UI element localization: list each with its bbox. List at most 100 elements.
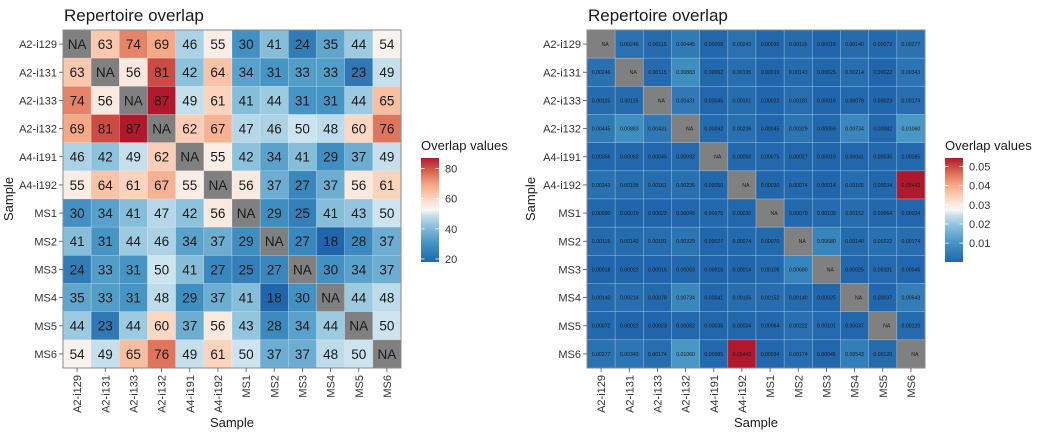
heatmap-cell — [344, 114, 374, 143]
heatmap-cell — [671, 226, 700, 256]
cell-value-label: 34 — [239, 65, 255, 80]
cell-value-label: 34 — [98, 206, 114, 221]
heatmap-cell — [62, 86, 92, 115]
cell-value-label: NA — [601, 42, 609, 48]
legend-title: Overlap values — [421, 138, 508, 153]
legend-tick-label: 80 — [445, 164, 457, 176]
heatmap-cell — [840, 226, 869, 256]
cell-value-label: 0.00045 — [676, 211, 695, 217]
heatmap-cell — [868, 142, 898, 172]
heatmap-cell — [372, 57, 402, 87]
cell-value-label: 41 — [126, 206, 141, 221]
x-tick-label: MS4 — [850, 375, 862, 398]
heatmap-cell — [119, 283, 148, 312]
cell-value-label: 0.00075 — [704, 211, 723, 217]
cell-value-label: 0.00058 — [592, 155, 611, 161]
heatmap-cell — [896, 114, 926, 143]
cell-value-label: 0.00035 — [873, 155, 892, 161]
cell-value-label: 0.00078 — [845, 98, 864, 104]
heatmap-cell — [175, 283, 205, 312]
heatmap-cell — [755, 226, 785, 256]
heatmap-cell — [783, 198, 813, 228]
cell-value-label: 0.00883 — [676, 70, 695, 76]
cell-value-label: 0.00243 — [733, 42, 752, 48]
heatmap-cell — [288, 57, 317, 87]
heatmap-cell — [812, 198, 841, 228]
heatmap-cell — [896, 198, 926, 228]
cell-value-label: 0.00045 — [817, 352, 836, 358]
heatmap-cell — [671, 29, 700, 59]
heatmap-cell — [62, 29, 92, 59]
cell-value-label: 0.00143 — [620, 239, 639, 245]
cell-value-label: 55 — [210, 37, 225, 52]
heatmap-cell — [840, 283, 869, 312]
heatmap-cell — [372, 255, 402, 284]
cell-value-label: 0.00329 — [676, 239, 695, 245]
cell-value-label: 0.00120 — [902, 324, 921, 330]
cell-value-label: 33 — [323, 65, 338, 80]
cell-value-label: 33 — [98, 262, 113, 277]
cell-value-label: 0.00161 — [648, 183, 667, 189]
heatmap-cell — [783, 170, 813, 200]
cell-value-label: 61 — [126, 178, 141, 193]
y-tick-label: A2-i133 — [543, 95, 581, 107]
cell-value-label: 42 — [182, 206, 197, 221]
heatmap-cell — [868, 311, 898, 341]
cell-value-label: 0.01060 — [902, 126, 921, 132]
x-tick-label: MS6 — [906, 375, 918, 398]
plot-frame — [586, 29, 926, 369]
cell-value-label: 27 — [295, 234, 310, 249]
cell-value-label: NA — [658, 98, 666, 104]
heatmap-cell — [344, 339, 374, 369]
cell-value-label: 42 — [98, 150, 113, 165]
heatmap-cell — [812, 114, 841, 143]
heatmap-cell — [812, 283, 841, 312]
y-tick-label: A2-i131 — [19, 67, 57, 79]
cell-value-label: 0.00045 — [761, 126, 780, 132]
heatmap-cell — [643, 29, 672, 59]
heatmap-cell — [868, 57, 898, 87]
cell-value-label: 35 — [323, 37, 338, 52]
heatmap-cell — [259, 283, 289, 312]
cell-value-label: 29 — [239, 234, 254, 249]
heatmap-cells: NA 63 74 69 46 55 30 41 24 35 44 54 63 NA 56 81 42 64 34 31… — [62, 29, 402, 369]
heatmap-cell — [316, 142, 345, 172]
x-axis-tick-labels: A2-i129 A2-i131 A2-i133 A2-i132 A4-i191 A4-i1… — [596, 368, 918, 413]
heatmap-cell — [699, 339, 729, 369]
cell-value-label: 41 — [239, 93, 254, 108]
cell-value-label: 65 — [379, 93, 394, 108]
heatmap-cell — [344, 283, 374, 312]
cell-value-label: NA — [630, 70, 638, 76]
cell-value-label: 0.00022 — [620, 324, 639, 330]
x-axis-title: Sample — [210, 415, 254, 430]
cell-value-label: 33 — [295, 65, 310, 80]
cell-value-label: 0.00883 — [620, 126, 639, 132]
cell-value-label: 0.00085 — [704, 352, 723, 358]
cell-value-label: 0.00072 — [592, 324, 611, 330]
heatmap-cell — [288, 198, 317, 228]
heatmap-cell — [175, 255, 205, 284]
heatmap-cell — [175, 339, 205, 369]
cell-value-label: 27 — [267, 262, 282, 277]
cell-value-label: 0.00195 — [733, 70, 752, 76]
cell-value-label: 64 — [98, 178, 114, 193]
cell-value-label: 0.00064 — [761, 324, 780, 330]
cell-value-label: 0.00680 — [817, 239, 836, 245]
heatmap-cell — [840, 57, 869, 87]
cell-value-label: 0.00343 — [902, 70, 921, 76]
heatmap-cell — [231, 86, 261, 115]
cell-value-label: 41 — [323, 206, 338, 221]
cell-value-label: 0.00034 — [761, 352, 780, 358]
y-tick-label: MS6 — [34, 349, 57, 361]
heatmap-cell — [783, 29, 813, 59]
cell-value-label: 0.00075 — [761, 155, 780, 161]
cell-value-label: 0.00734 — [676, 295, 695, 301]
legend-tick-label: 0.05 — [969, 161, 990, 173]
cell-value-label: 56 — [210, 319, 225, 334]
cell-value-label: 49 — [379, 150, 394, 165]
heatmap-panel-count: Repertoire overlap NA 63 74 69 46 55 30 41 24 35 4… — [1, 6, 508, 430]
cell-value-label: 31 — [126, 290, 141, 305]
y-tick-label: A2-i132 — [543, 124, 581, 136]
cell-value-label: 0.05443 — [902, 183, 921, 189]
cell-value-label: 74 — [70, 93, 86, 108]
